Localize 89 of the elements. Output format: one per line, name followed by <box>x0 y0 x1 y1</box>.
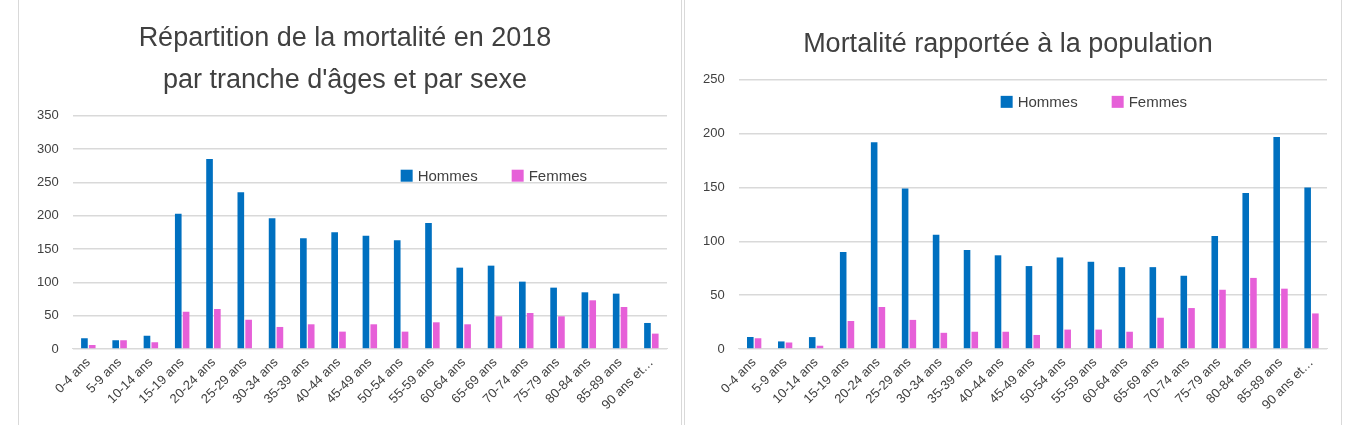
y-tick-label: 50 <box>710 286 725 302</box>
bar <box>878 306 886 349</box>
bar <box>1312 313 1319 349</box>
y-tick-label: 150 <box>702 179 725 195</box>
bar <box>206 159 213 349</box>
y-tick-label: 0 <box>51 340 59 356</box>
bar <box>870 142 878 349</box>
bar <box>464 324 471 349</box>
bar <box>1273 136 1280 349</box>
bar <box>526 312 534 349</box>
bar <box>88 344 96 349</box>
y-tick-label: 150 <box>36 240 59 256</box>
bar <box>1002 331 1010 349</box>
bar <box>331 232 338 349</box>
bar <box>808 337 816 349</box>
bar <box>1095 329 1102 349</box>
bar <box>581 292 589 349</box>
bar <box>1025 266 1033 349</box>
chart-title: Mortalité rapportée à la population <box>803 28 1213 59</box>
bar <box>1157 317 1164 349</box>
bar <box>777 341 785 349</box>
bar <box>300 238 307 349</box>
bar <box>847 320 855 349</box>
bar <box>237 192 245 349</box>
bar <box>620 306 628 349</box>
legend-label: Hommes <box>1017 92 1078 110</box>
legend-label: Hommes <box>417 166 478 184</box>
y-tick-label: 50 <box>44 307 59 323</box>
bar <box>1304 187 1311 349</box>
bar <box>1087 261 1095 349</box>
bar <box>963 249 971 349</box>
bar <box>589 300 597 349</box>
bar <box>1033 334 1041 349</box>
y-tick-label: 200 <box>702 125 725 141</box>
bar <box>393 240 401 349</box>
bar <box>1188 308 1195 349</box>
bar <box>994 255 1002 349</box>
bar <box>1281 288 1288 349</box>
bar <box>558 316 565 349</box>
bar <box>1211 235 1219 349</box>
bar <box>932 234 940 349</box>
y-tick-label: 250 <box>702 71 725 87</box>
bar <box>901 188 909 349</box>
bar <box>909 319 917 349</box>
bar <box>1219 289 1226 349</box>
bar <box>214 308 221 349</box>
bar <box>1250 277 1257 349</box>
bar <box>495 316 503 349</box>
bar <box>245 319 252 349</box>
bar <box>174 213 182 349</box>
y-tick-label: 250 <box>36 173 59 189</box>
legend-label: Femmes <box>528 166 588 184</box>
bar <box>362 235 370 349</box>
y-tick-label: 350 <box>36 107 59 123</box>
bar <box>550 287 557 349</box>
chart-title: Répartition de la mortalité en 2018 par tranche d'âges et par sexe <box>138 22 552 95</box>
bar <box>1149 267 1157 349</box>
bar <box>839 252 847 349</box>
bar <box>425 223 432 349</box>
bar <box>644 322 651 349</box>
y-tick-label: 100 <box>702 232 725 248</box>
y-tick-label: 300 <box>36 140 59 156</box>
bar <box>1242 192 1250 349</box>
bar <box>151 342 159 349</box>
bar <box>651 333 659 349</box>
bar <box>519 281 526 349</box>
bar <box>81 338 88 349</box>
legend-label: Femmes <box>1128 92 1188 110</box>
bar <box>971 331 979 349</box>
bar <box>1064 329 1071 349</box>
bar <box>307 324 315 349</box>
bar <box>456 267 464 349</box>
bar <box>432 322 440 349</box>
bar <box>370 324 378 349</box>
bar <box>487 265 495 349</box>
bar <box>785 342 793 349</box>
bar <box>1180 275 1188 349</box>
bar <box>747 337 754 349</box>
bar <box>1056 257 1064 349</box>
bar <box>339 331 346 349</box>
bar <box>1126 331 1133 349</box>
bar <box>268 218 276 349</box>
bar <box>1118 267 1126 349</box>
bar <box>112 340 120 349</box>
y-tick-label: 200 <box>36 207 59 223</box>
y-tick-label: 100 <box>36 273 59 289</box>
y-tick-label: 0 <box>717 340 725 356</box>
bar <box>120 340 127 349</box>
bar <box>754 338 762 349</box>
